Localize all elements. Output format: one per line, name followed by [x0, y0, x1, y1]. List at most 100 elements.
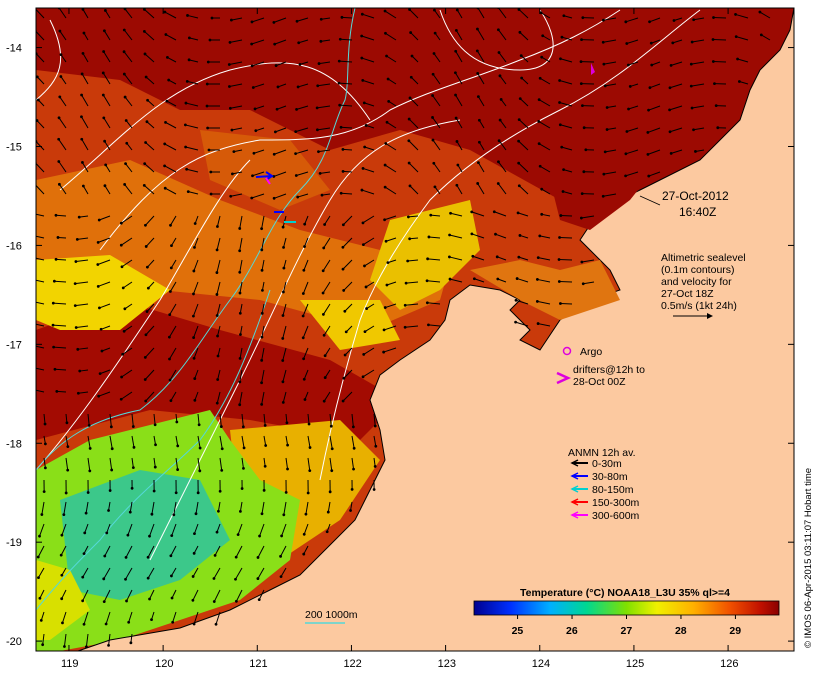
velocity-arrow-head: [88, 447, 92, 450]
velocity-arrow-head: [294, 174, 298, 177]
velocity-arrow-head: [559, 57, 562, 61]
velocity-arrow-head: [81, 51, 85, 55]
velocity-arrow: [477, 8, 485, 19]
velocity-arrow-head: [383, 306, 387, 309]
velocity-arrow: [164, 143, 177, 151]
velocity-arrow: [450, 212, 463, 217]
argo-label: Argo: [580, 346, 602, 358]
velocity-arrow: [144, 347, 155, 358]
velocity-arrow-head: [43, 466, 47, 470]
velocity-arrow-head: [209, 192, 213, 196]
velocity-arrow-head: [170, 244, 173, 248]
velocity-arrow: [216, 215, 221, 227]
velocity-arrow: [186, 168, 199, 173]
sst-cool-patch: [36, 255, 170, 330]
velocity-arrow: [53, 324, 67, 327]
lat-tick-label: -14: [6, 43, 22, 55]
velocity-arrow-head: [557, 280, 561, 283]
velocity-arrow: [87, 457, 91, 471]
velocity-arrow-head: [382, 350, 386, 354]
velocity-arrow: [498, 161, 507, 173]
velocity-arrow-head: [341, 170, 345, 173]
velocity-arrow: [130, 633, 133, 643]
velocity-arrow-head: [499, 98, 503, 101]
velocity-arrow-head: [143, 162, 147, 166]
velocity-arrow-head: [192, 314, 195, 318]
sst-cool-patch-2: [370, 200, 480, 310]
velocity-arrow-head: [276, 85, 280, 89]
velocity-arrow: [409, 9, 419, 19]
velocity-arrow-head: [387, 99, 391, 103]
velocity-arrow: [303, 523, 309, 535]
velocity-arrow-head: [558, 101, 561, 104]
velocity-arrow: [263, 413, 266, 426]
velocity-arrow: [147, 545, 155, 558]
velocity-arrow-head: [627, 107, 630, 111]
velocity-arrow-head: [329, 424, 333, 428]
velocity-arrow-head: [43, 422, 47, 426]
velocity-arrow-head: [498, 74, 502, 78]
velocity-arrow: [39, 589, 45, 599]
colorbar: Temperature (°C) NOAA18_L3U 35% ql>=4 25…: [473, 587, 780, 637]
velocity-arrow-head: [253, 107, 257, 111]
velocity-arrow-head: [517, 139, 521, 143]
velocity-arrow: [185, 102, 199, 107]
velocity-arrow: [123, 29, 133, 41]
velocity-arrow-head: [131, 425, 135, 428]
velocity-arrow-head: [58, 29, 62, 33]
velocity-arrow: [169, 303, 177, 315]
velocity-arrow: [320, 171, 331, 174]
velocity-arrow: [149, 523, 155, 537]
velocity-arrow: [342, 148, 353, 151]
velocity-arrow: [283, 237, 287, 248]
velocity-arrow-head: [602, 62, 606, 66]
velocity-arrow-head: [120, 375, 124, 379]
velocity-arrow-head: [193, 398, 197, 402]
velocity-arrow: [75, 303, 89, 307]
velocity-arrow-head: [382, 328, 386, 332]
velocity-arrow: [58, 8, 67, 19]
velocity-arrow: [102, 94, 111, 107]
velocity-arrow: [169, 369, 177, 381]
velocity-arrow: [109, 457, 113, 471]
velocity-arrow: [239, 215, 243, 229]
velocity-arrow-head: [143, 52, 147, 56]
velocity-arrow-head: [323, 223, 327, 226]
velocity-arrow: [383, 347, 397, 353]
velocity-arrow: [581, 215, 595, 219]
velocity-arrow: [626, 39, 639, 44]
velocity-arrow-head: [328, 490, 332, 494]
velocity-arrow: [169, 347, 177, 360]
velocity-arrow-head: [36, 555, 40, 559]
velocity-arrow: [296, 105, 309, 110]
argo-float-arrow: [591, 63, 595, 75]
velocity-arrow-head: [215, 248, 219, 252]
velocity-arrow-head: [143, 356, 147, 359]
velocity-arrow-head: [668, 86, 672, 90]
velocity-arrow-head: [455, 183, 459, 187]
velocity-arrow-head: [66, 445, 70, 449]
velocity-arrow: [170, 545, 177, 556]
velocity-arrow: [384, 215, 397, 221]
velocity-arrow: [298, 39, 309, 44]
velocity-arrow-head: [537, 98, 541, 102]
velocity-arrow-head: [449, 211, 452, 215]
velocity-arrow: [387, 78, 397, 85]
velocity-arrow-head: [102, 600, 106, 604]
velocity-arrow: [65, 413, 68, 423]
velocity-arrow-head: [540, 212, 544, 216]
velocity-arrow-head: [562, 14, 566, 18]
velocity-arrow-head: [694, 150, 697, 153]
velocity-arrow: [187, 14, 199, 19]
velocity-arrow-head: [716, 126, 720, 130]
lat-tick-label: -18: [6, 438, 22, 450]
drifters-line: 28-Oct 00Z: [573, 376, 626, 388]
velocity-arrow: [82, 567, 89, 578]
velocity-arrow: [563, 169, 573, 173]
velocity-arrow-head: [57, 137, 61, 141]
velocity-arrow-head: [648, 86, 652, 90]
velocity-arrow-head: [59, 75, 63, 78]
velocity-arrow: [497, 8, 507, 19]
velocity-arrow: [82, 185, 89, 195]
velocity-arrow: [477, 96, 485, 107]
